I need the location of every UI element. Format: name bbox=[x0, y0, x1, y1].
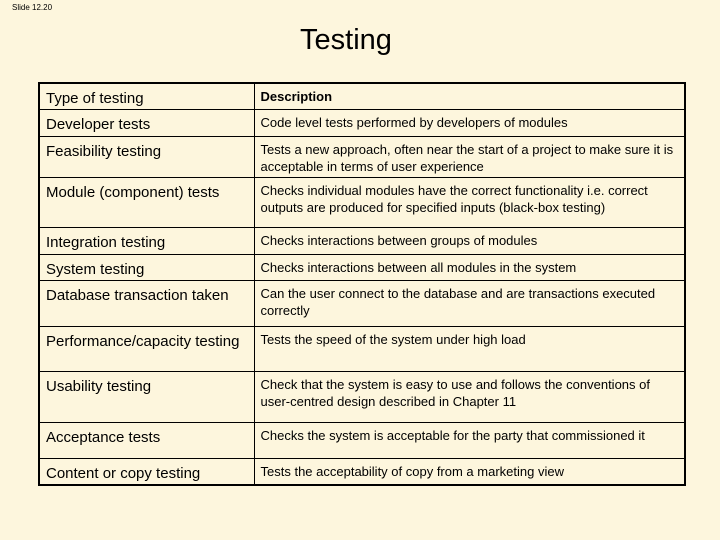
description: Tests the speed of the system under high… bbox=[253, 325, 686, 372]
table-row: Usability testing Check that the system i… bbox=[38, 370, 686, 423]
header-row: Type of testing Description bbox=[38, 82, 686, 110]
testing-type: Performance/capacity testing bbox=[38, 325, 255, 372]
testing-type: Content or copy testing bbox=[38, 457, 255, 486]
testing-type: Module (component) tests bbox=[38, 176, 255, 228]
testing-type: System testing bbox=[38, 253, 255, 281]
description: Tests the acceptability of copy from a m… bbox=[253, 457, 686, 486]
table-row: System testing Checks interactions betwee… bbox=[38, 253, 686, 281]
table-row: Developer tests Code level tests performe… bbox=[38, 108, 686, 137]
table-row: Module (component) tests Checks individua… bbox=[38, 176, 686, 228]
testing-table: Type of testing Description Developer test… bbox=[38, 82, 686, 486]
description: Checks interactions between groups of mo… bbox=[253, 226, 686, 255]
table-row: Content or copy testing Tests the accepta… bbox=[38, 457, 686, 486]
testing-type: Database transaction taken bbox=[38, 279, 255, 327]
description: Description bbox=[253, 82, 686, 110]
description: Checks individual modules have the corre… bbox=[253, 176, 686, 228]
description: Can the user connect to the database and… bbox=[253, 279, 686, 327]
testing-type: Feasibility testing bbox=[38, 135, 255, 178]
slide-title: Testing bbox=[300, 24, 392, 56]
table-row: Feasibility testing Tests a new approach,… bbox=[38, 135, 686, 178]
table-row: Acceptance tests Checks the system is acc… bbox=[38, 421, 686, 459]
description: Tests a new approach, often near the sta… bbox=[253, 135, 686, 178]
testing-type: Integration testing bbox=[38, 226, 255, 255]
description: Code level tests performed by developers… bbox=[253, 108, 686, 137]
table-row: Database transaction taken Can the user c… bbox=[38, 279, 686, 327]
table-row: Integration testing Checks interactions b… bbox=[38, 226, 686, 255]
testing-type: Developer tests bbox=[38, 108, 255, 137]
description: Check that the system is easy to use and… bbox=[253, 370, 686, 423]
table-row: Performance/capacity testing Tests the sp… bbox=[38, 325, 686, 372]
testing-type: Acceptance tests bbox=[38, 421, 255, 459]
testing-type: Type of testing bbox=[38, 82, 255, 110]
slide-label: Slide 12.20 bbox=[12, 3, 53, 12]
testing-type: Usability testing bbox=[38, 370, 255, 423]
description: Checks the system is acceptable for the … bbox=[253, 421, 686, 459]
description: Checks interactions between all modules … bbox=[253, 253, 686, 281]
